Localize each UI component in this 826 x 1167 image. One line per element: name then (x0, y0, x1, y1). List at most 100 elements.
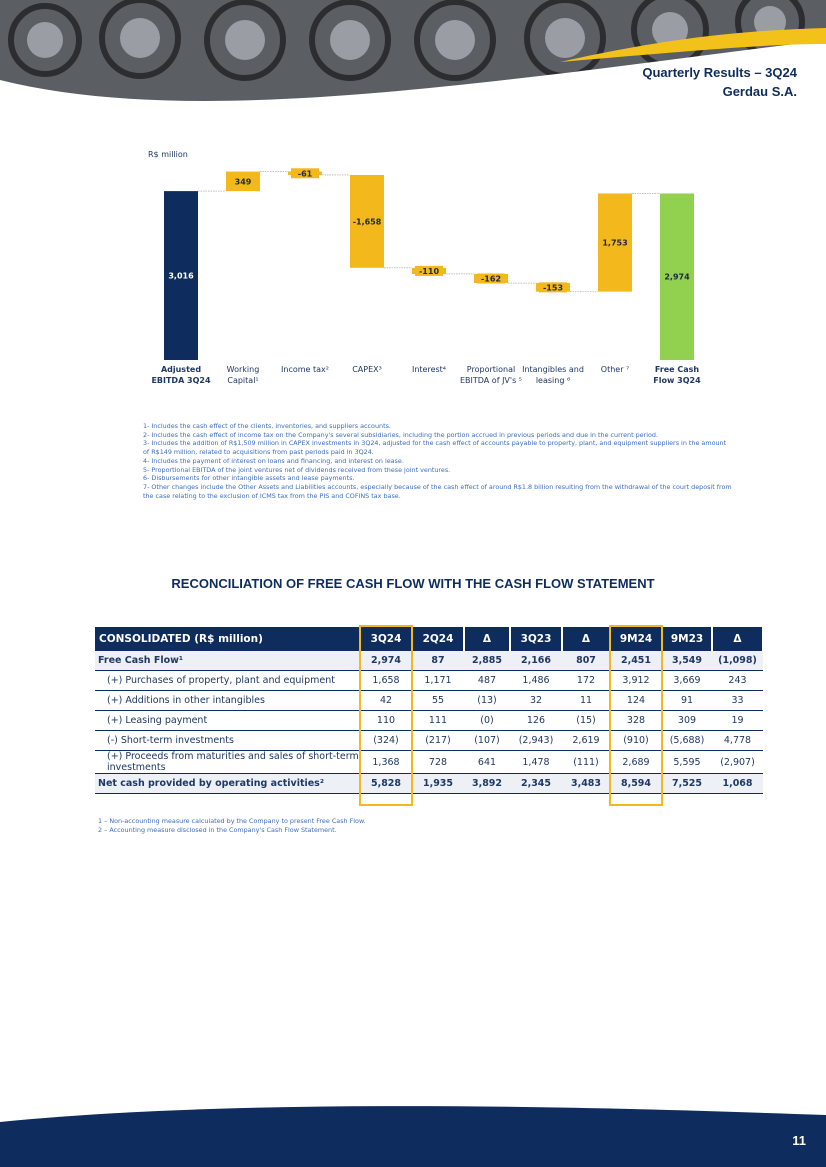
table-cell: 5,828 (360, 773, 412, 794)
table-cell: 55 (412, 690, 464, 711)
table-note: 2 – Accounting measure disclosed in the … (98, 826, 337, 834)
table-row: Free Cash Flow¹ 2,974 87 2,885 2,166 807 2,451… (95, 651, 763, 671)
table-cell: 19 (712, 710, 763, 731)
table-cell: 728 (412, 750, 464, 774)
label-bg (539, 282, 567, 293)
category-label: Income tax² (281, 365, 329, 374)
header-cell: Δ (562, 627, 611, 651)
table-cell: 2,451 (610, 651, 662, 671)
table-cell: (-) Short-term investments (95, 730, 360, 751)
table-cell: (15) (562, 710, 610, 731)
table-cell: (+) Purchases of property, plant and equ… (95, 670, 360, 691)
table-cell: 328 (610, 710, 662, 731)
table-cell: (2,907) (712, 750, 763, 774)
footnote: 2- Includes the cash effect of income ta… (143, 430, 659, 439)
category-label: Free Cash Flow 3Q24 (653, 365, 701, 385)
bar (660, 193, 694, 360)
footnote: 3- Includes the addition of R$1,509 mill… (143, 439, 727, 457)
table-cell: (5,688) (662, 730, 712, 751)
table-cell: 32 (510, 690, 562, 711)
value-label: 2,974 (664, 273, 690, 282)
value-label: 349 (235, 177, 252, 186)
table-cell: (324) (360, 730, 412, 751)
table-cell: (+) Proceeds from maturities and sales o… (95, 750, 360, 774)
table-cell: 11 (562, 690, 610, 711)
bar (164, 191, 198, 360)
category-label: Proportional EBITDA of JV's ⁵ (459, 365, 523, 385)
table-cell: 126 (510, 710, 562, 731)
header-banner (0, 0, 826, 125)
label-bg (477, 273, 505, 284)
table-row: (+) Additions in other intangibles 42 55 (1… (95, 690, 763, 711)
reconciliation-table: CONSOLIDATED (R$ million) 3Q24 2Q24 Δ 3Q23 Δ 9… (95, 627, 764, 794)
table-cell: 3,483 (562, 773, 610, 794)
table-cell: 1,068 (712, 773, 763, 794)
table-notes: 1 – Non-accounting measure calculated by… (98, 817, 366, 835)
header-cell: 3Q23 (510, 627, 563, 651)
table-cell: 487 (464, 670, 510, 691)
table-cell: 2,689 (610, 750, 662, 774)
category-label: Intangibles and leasing ⁶ (522, 365, 584, 385)
table-cell: (107) (464, 730, 510, 751)
header-cell: 2Q24 (412, 627, 465, 651)
bar (226, 171, 260, 192)
table-cell: (111) (562, 750, 610, 774)
value-label: -61 (298, 169, 313, 178)
value-label: 3,016 (168, 272, 194, 281)
table-cell: 1,171 (412, 670, 464, 691)
table-cell: 91 (662, 690, 712, 711)
footnote: 7- Other changes include the Other Asset… (143, 482, 732, 500)
category-label: Interest⁴ (411, 365, 447, 374)
section-title: RECONCILIATION OF FREE CASH FLOW WITH TH… (171, 576, 655, 591)
table-cell: 110 (360, 710, 412, 731)
footnote: 5- Proportional EBITDA of the joint vent… (143, 465, 451, 474)
table-cell: 8,594 (610, 773, 662, 794)
header-cell: Δ (712, 627, 764, 651)
value-label: -1,658 (353, 217, 382, 226)
footer-banner: 11 (0, 1106, 826, 1167)
table-cell: (2,943) (510, 730, 562, 751)
footnote: 4- Includes the payment of interest on l… (143, 456, 404, 465)
table-cell: 3,549 (662, 651, 712, 671)
category-label: Working Capital¹ (226, 365, 260, 385)
waterfall-chart: R$ million 3,016 349 -61 -1,658 -110 -162 -153… (148, 150, 694, 360)
table-cell: (217) (412, 730, 464, 751)
table-cell: (+) Leasing payment (95, 710, 360, 731)
table-cell: 1,935 (412, 773, 464, 794)
category-label: Other ⁷ (600, 365, 630, 374)
table-cell: 172 (562, 670, 610, 691)
table-cell: 124 (610, 690, 662, 711)
table-cell: 2,345 (510, 773, 562, 794)
highlight-box (609, 625, 663, 806)
table-cell: (13) (464, 690, 510, 711)
table-cell: 1,486 (510, 670, 562, 691)
value-label: -110 (419, 267, 439, 276)
table-cell: 309 (662, 710, 712, 731)
y-axis-label: R$ million (148, 150, 188, 159)
header-cell: Δ (464, 627, 511, 651)
table-row: (-) Short-term investments (324) (217) (107… (95, 730, 763, 751)
header-cell: 9M24 (610, 627, 663, 651)
table-cell: 3,912 (610, 670, 662, 691)
table-cell: 807 (562, 651, 610, 671)
footnote: 1- Includes the cash effect of the clien… (143, 422, 391, 430)
table-cell: 5,595 (662, 750, 712, 774)
table-cell: Free Cash Flow¹ (95, 651, 360, 671)
table-cell: 3,669 (662, 670, 712, 691)
bar (598, 193, 632, 292)
table-row: (+) Proceeds from maturities and sales o… (95, 750, 763, 774)
table-row: (+) Leasing payment 110 111 (0) 126 (15) 328 30… (95, 710, 763, 731)
report-title: Quarterly Results – 3Q24 (642, 65, 797, 80)
company-name: Gerdau S.A. (722, 84, 797, 99)
header-cell: CONSOLIDATED (R$ million) (95, 627, 361, 651)
highlight-box (359, 625, 413, 806)
table-cell: 4,778 (712, 730, 763, 751)
table-row: Net cash provided by operating activitie… (95, 773, 763, 794)
category-label: CAPEX³ (352, 365, 382, 374)
table-cell: 42 (360, 690, 412, 711)
table-cell: 2,885 (464, 651, 510, 671)
table-cell: 3,892 (464, 773, 510, 794)
table-cell: (+) Additions in other intangibles (95, 690, 360, 711)
table-cell: 1,658 (360, 670, 412, 691)
table-cell: 33 (712, 690, 763, 711)
